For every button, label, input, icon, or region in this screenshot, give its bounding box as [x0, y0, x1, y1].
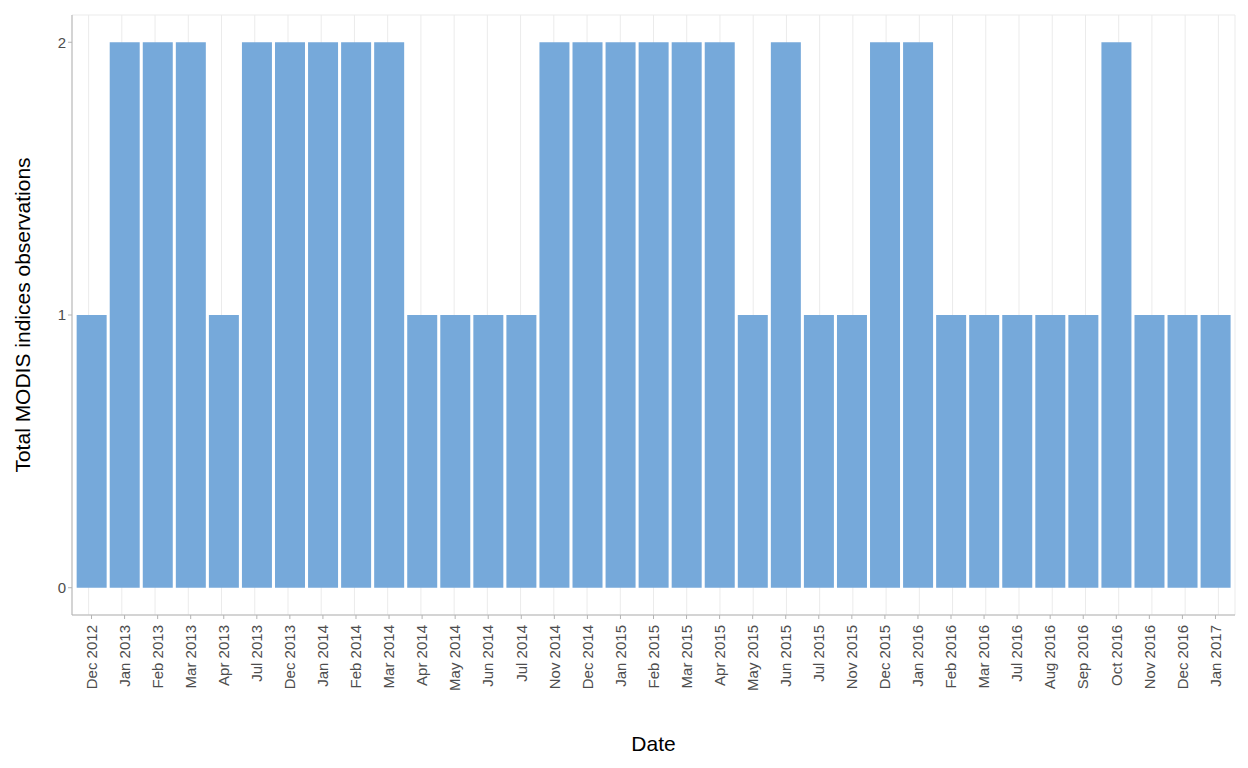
svg-text:Feb 2016: Feb 2016	[942, 625, 959, 688]
svg-text:Apr 2015: Apr 2015	[711, 625, 728, 686]
svg-text:Jan 2016: Jan 2016	[909, 625, 926, 687]
svg-text:Mar 2016: Mar 2016	[975, 625, 992, 688]
svg-text:Mar 2015: Mar 2015	[678, 625, 695, 688]
svg-text:May 2014: May 2014	[446, 625, 463, 691]
svg-text:Nov 2015: Nov 2015	[843, 625, 860, 689]
svg-text:May 2015: May 2015	[744, 625, 761, 691]
svg-text:Jul 2015: Jul 2015	[810, 625, 827, 682]
svg-text:Total MODIS indices observati: Total MODIS indices observations	[11, 157, 34, 472]
svg-text:1: 1	[58, 306, 66, 323]
svg-text:Sep 2016: Sep 2016	[1074, 625, 1091, 689]
svg-text:0: 0	[58, 579, 66, 596]
svg-text:Mar 2014: Mar 2014	[380, 625, 397, 688]
svg-text:Oct 2016: Oct 2016	[1108, 625, 1125, 686]
svg-text:Jun 2015: Jun 2015	[777, 625, 794, 687]
svg-text:Dec 2012: Dec 2012	[83, 625, 100, 689]
svg-text:Apr 2013: Apr 2013	[215, 625, 232, 686]
svg-text:Dec 2016: Dec 2016	[1174, 625, 1191, 689]
svg-text:Dec 2013: Dec 2013	[281, 625, 298, 689]
svg-text:Nov 2016: Nov 2016	[1141, 625, 1158, 689]
svg-text:Aug 2016: Aug 2016	[1041, 625, 1058, 689]
svg-text:Jul 2014: Jul 2014	[513, 625, 530, 682]
svg-text:Feb 2015: Feb 2015	[645, 625, 662, 688]
svg-text:Jan 2015: Jan 2015	[612, 625, 629, 687]
svg-text:Feb 2013: Feb 2013	[149, 625, 166, 688]
svg-text:Dec 2014: Dec 2014	[579, 625, 596, 689]
svg-text:Jan 2013: Jan 2013	[116, 625, 133, 687]
svg-text:Jun 2014: Jun 2014	[479, 625, 496, 687]
svg-text:Date: Date	[631, 732, 675, 755]
svg-text:Mar 2013: Mar 2013	[182, 625, 199, 688]
svg-text:Nov 2014: Nov 2014	[546, 625, 563, 689]
svg-text:Jan 2017: Jan 2017	[1207, 625, 1224, 687]
svg-text:Apr 2014: Apr 2014	[413, 625, 430, 686]
svg-text:Jan 2014: Jan 2014	[314, 625, 331, 687]
svg-text:Dec 2015: Dec 2015	[876, 625, 893, 689]
svg-text:Jul 2013: Jul 2013	[248, 625, 265, 682]
svg-text:Feb 2014: Feb 2014	[347, 625, 364, 688]
svg-text:Jul 2016: Jul 2016	[1008, 625, 1025, 682]
svg-text:2: 2	[58, 34, 66, 51]
